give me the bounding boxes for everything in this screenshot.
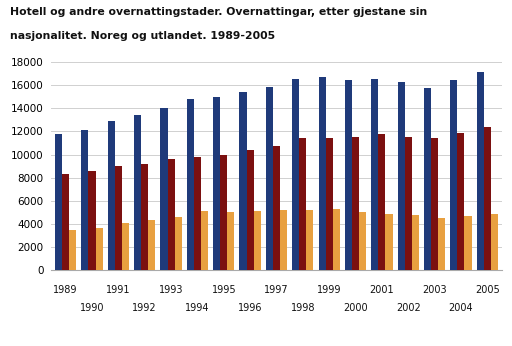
Text: 2001: 2001 — [370, 285, 394, 295]
Bar — [115, 166, 122, 270]
Bar — [397, 82, 404, 270]
Text: 1997: 1997 — [264, 285, 289, 295]
Bar — [201, 211, 208, 270]
Bar — [386, 214, 393, 270]
Bar — [89, 171, 96, 270]
Bar — [273, 146, 280, 270]
Bar — [477, 72, 484, 270]
Bar — [253, 211, 261, 270]
Bar — [431, 138, 438, 270]
Text: nasjonalitet. Noreg og utlandet. 1989-2005: nasjonalitet. Noreg og utlandet. 1989-20… — [10, 31, 275, 41]
Bar — [220, 155, 227, 270]
Bar — [81, 130, 89, 270]
Bar — [213, 98, 220, 270]
Bar — [227, 212, 234, 270]
Text: 2003: 2003 — [422, 285, 447, 295]
Bar — [412, 215, 419, 270]
Bar — [69, 229, 76, 270]
Text: 2005: 2005 — [475, 285, 500, 295]
Text: 1995: 1995 — [211, 285, 236, 295]
Text: 1992: 1992 — [133, 303, 157, 313]
Bar — [160, 108, 167, 270]
Bar — [424, 88, 431, 270]
Bar — [187, 99, 194, 270]
Text: 1990: 1990 — [80, 303, 104, 313]
Text: 2004: 2004 — [449, 303, 473, 313]
Text: 1998: 1998 — [291, 303, 315, 313]
Bar — [326, 138, 333, 270]
Bar — [484, 127, 491, 270]
Bar — [378, 134, 386, 270]
Bar — [175, 217, 182, 270]
Bar — [318, 77, 326, 270]
Text: 1996: 1996 — [238, 303, 262, 313]
Bar — [292, 79, 300, 270]
Bar — [240, 92, 247, 270]
Bar — [359, 212, 366, 270]
Text: Hotell og andre overnattingstader. Overnattingar, etter gjestane sin: Hotell og andre overnattingstader. Overn… — [10, 7, 428, 17]
Text: 1991: 1991 — [106, 285, 131, 295]
Bar — [247, 150, 253, 270]
Text: 1994: 1994 — [185, 303, 210, 313]
Text: 1993: 1993 — [159, 285, 183, 295]
Bar — [108, 120, 115, 270]
Bar — [333, 209, 340, 270]
Bar — [96, 228, 103, 270]
Bar — [300, 138, 306, 270]
Bar — [457, 133, 464, 270]
Text: 2002: 2002 — [396, 303, 420, 313]
Bar — [148, 220, 156, 270]
Bar — [464, 216, 472, 270]
Bar — [141, 164, 148, 270]
Bar — [167, 159, 175, 270]
Bar — [371, 79, 378, 270]
Bar — [62, 174, 69, 270]
Bar — [55, 134, 62, 270]
Bar — [134, 115, 141, 270]
Text: 1999: 1999 — [317, 285, 342, 295]
Text: 1989: 1989 — [53, 285, 78, 295]
Bar — [280, 210, 287, 270]
Bar — [352, 137, 359, 270]
Bar — [266, 87, 273, 270]
Bar — [491, 214, 498, 270]
Bar — [306, 210, 313, 270]
Bar — [122, 223, 129, 270]
Bar — [404, 137, 412, 270]
Bar — [450, 80, 457, 270]
Text: 2000: 2000 — [343, 303, 368, 313]
Bar — [194, 157, 201, 270]
Bar — [438, 218, 445, 270]
Bar — [345, 80, 352, 270]
